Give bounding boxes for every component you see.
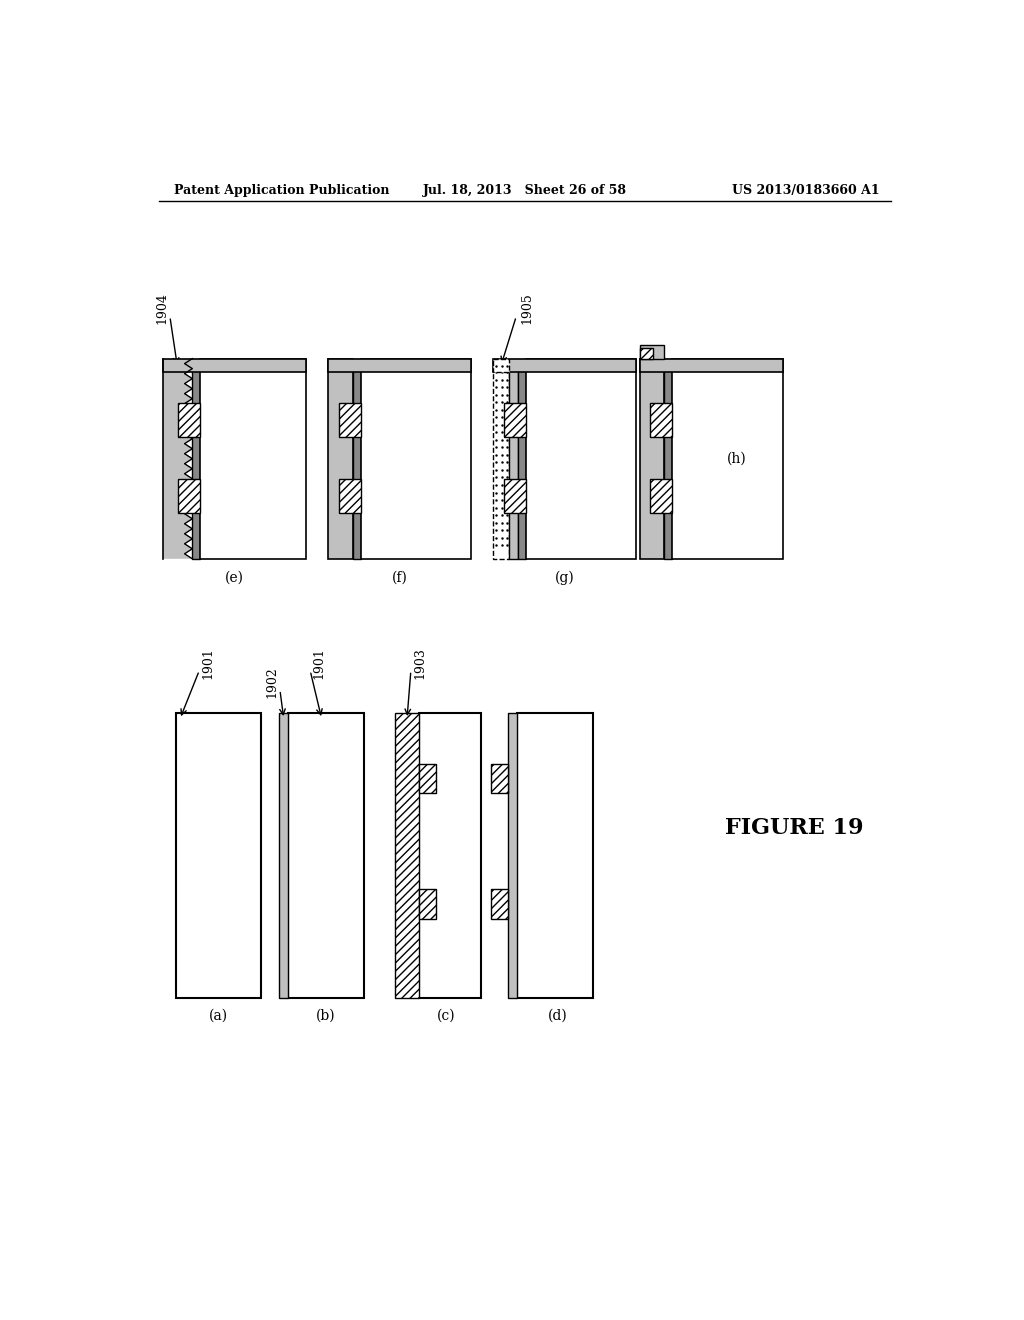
- Bar: [200, 359, 306, 558]
- Bar: [360, 359, 471, 558]
- Text: FIGURE 19: FIGURE 19: [725, 817, 864, 840]
- Bar: [163, 359, 306, 372]
- Bar: [419, 713, 480, 998]
- Bar: [490, 764, 508, 793]
- Bar: [339, 479, 360, 513]
- Bar: [665, 359, 672, 558]
- Bar: [640, 345, 665, 359]
- Bar: [178, 479, 200, 513]
- Bar: [504, 479, 525, 513]
- Bar: [280, 713, 289, 998]
- Bar: [493, 359, 509, 558]
- Bar: [640, 359, 783, 372]
- Bar: [419, 764, 435, 793]
- Bar: [504, 403, 525, 437]
- Bar: [328, 359, 471, 372]
- Bar: [650, 403, 672, 437]
- Bar: [493, 359, 509, 372]
- Bar: [672, 359, 783, 558]
- Text: 1901: 1901: [312, 647, 326, 678]
- Bar: [176, 713, 261, 998]
- Text: Jul. 18, 2013   Sheet 26 of 58: Jul. 18, 2013 Sheet 26 of 58: [423, 185, 627, 197]
- Bar: [490, 890, 508, 919]
- Text: Patent Application Publication: Patent Application Publication: [174, 185, 390, 197]
- Bar: [339, 403, 360, 437]
- Bar: [289, 713, 365, 998]
- Bar: [352, 359, 360, 558]
- Bar: [650, 479, 672, 513]
- Bar: [328, 359, 352, 558]
- Bar: [517, 713, 593, 998]
- Text: 1904: 1904: [156, 293, 168, 325]
- Text: (c): (c): [436, 1008, 455, 1022]
- Bar: [640, 359, 665, 558]
- Text: 1901: 1901: [202, 647, 215, 678]
- Text: US 2013/0183660 A1: US 2013/0183660 A1: [732, 185, 880, 197]
- Text: (g): (g): [555, 570, 574, 585]
- Bar: [193, 359, 200, 558]
- Bar: [525, 359, 636, 558]
- Text: (h): (h): [727, 451, 746, 466]
- Bar: [640, 348, 653, 359]
- Bar: [508, 713, 517, 998]
- Bar: [178, 403, 200, 437]
- Bar: [493, 359, 636, 372]
- Text: 1905: 1905: [520, 293, 534, 325]
- Text: (a): (a): [209, 1008, 228, 1022]
- Text: (f): (f): [392, 572, 408, 585]
- Text: 1902: 1902: [265, 667, 279, 698]
- Text: 1903: 1903: [414, 647, 426, 678]
- Bar: [419, 890, 435, 919]
- Bar: [518, 359, 525, 558]
- Text: (e): (e): [225, 572, 244, 585]
- Polygon shape: [163, 359, 193, 558]
- Bar: [509, 359, 518, 558]
- Text: (b): (b): [315, 1008, 336, 1022]
- Bar: [395, 713, 419, 998]
- Text: (d): (d): [548, 1008, 568, 1022]
